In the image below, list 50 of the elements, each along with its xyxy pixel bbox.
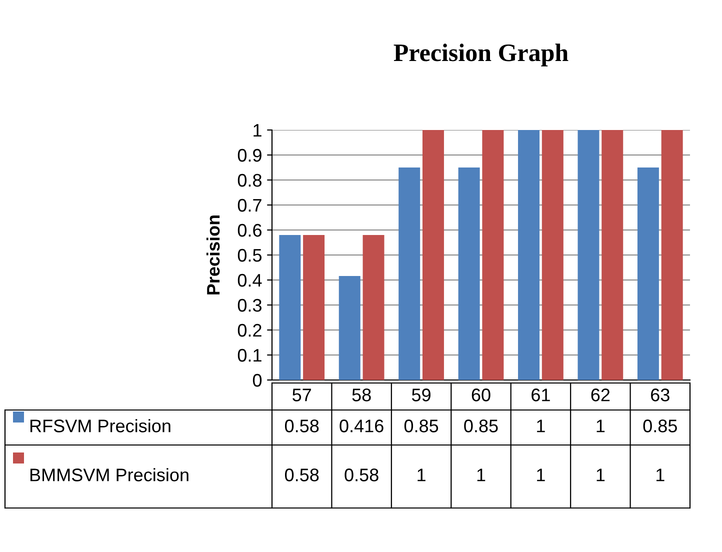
bar xyxy=(518,130,540,380)
x-tick-label: 60 xyxy=(472,388,490,402)
data-label: 1 xyxy=(537,420,545,432)
bar xyxy=(303,235,325,380)
bar xyxy=(637,168,659,380)
data-label: 0.58 xyxy=(344,468,378,482)
data-label: 0.58 xyxy=(284,420,319,432)
data-label: 0.85 xyxy=(464,420,498,432)
bar xyxy=(542,130,564,380)
bar xyxy=(279,235,301,380)
data-label: 1 xyxy=(656,468,664,482)
data-label: 0.58 xyxy=(284,468,319,482)
data-label: 1 xyxy=(596,468,605,482)
x-tick-label: 61 xyxy=(532,388,550,402)
data-label: 1 xyxy=(537,468,545,482)
bar xyxy=(398,168,420,380)
data-label: 1 xyxy=(596,420,605,432)
y-tick-label: 0.8 xyxy=(238,174,262,187)
data-label: 1 xyxy=(418,468,426,482)
legend-label: BMMSVM Precision xyxy=(30,468,188,482)
legend-label: RFSVM Precision xyxy=(30,419,170,432)
x-tick-label: 57 xyxy=(292,388,311,402)
y-tick-label: 0.1 xyxy=(238,348,262,362)
y-tick-label: 1 xyxy=(254,124,262,137)
data-label: 0.85 xyxy=(404,420,438,432)
y-tick-label: 0.5 xyxy=(238,248,262,262)
y-tick-label: 0.9 xyxy=(238,148,262,162)
chart-title: Precision Graph xyxy=(394,44,568,66)
y-tick-label: 0.7 xyxy=(238,198,262,212)
bar xyxy=(422,130,444,380)
bar xyxy=(578,130,600,380)
x-tick-label: 63 xyxy=(651,388,670,402)
bar xyxy=(661,130,683,380)
bar xyxy=(338,276,360,380)
x-tick-label: 59 xyxy=(412,388,430,402)
data-label: 1 xyxy=(477,468,486,482)
bar xyxy=(362,235,384,380)
y-tick-label: 0.3 xyxy=(238,298,262,312)
y-tick-label: 0.4 xyxy=(238,274,262,287)
data-label: 0.85 xyxy=(643,420,677,432)
data-label: 0.416 xyxy=(340,420,384,432)
x-tick-label: 58 xyxy=(352,388,371,402)
y-tick-label: 0.2 xyxy=(238,324,262,337)
x-tick-label: 62 xyxy=(591,388,610,402)
bar xyxy=(458,168,480,380)
bar xyxy=(602,130,624,380)
y-tick-label: 0 xyxy=(252,374,262,387)
y-tick-label: 0.6 xyxy=(238,224,262,237)
y-axis-title: Precision xyxy=(206,215,220,294)
bar xyxy=(482,130,504,380)
